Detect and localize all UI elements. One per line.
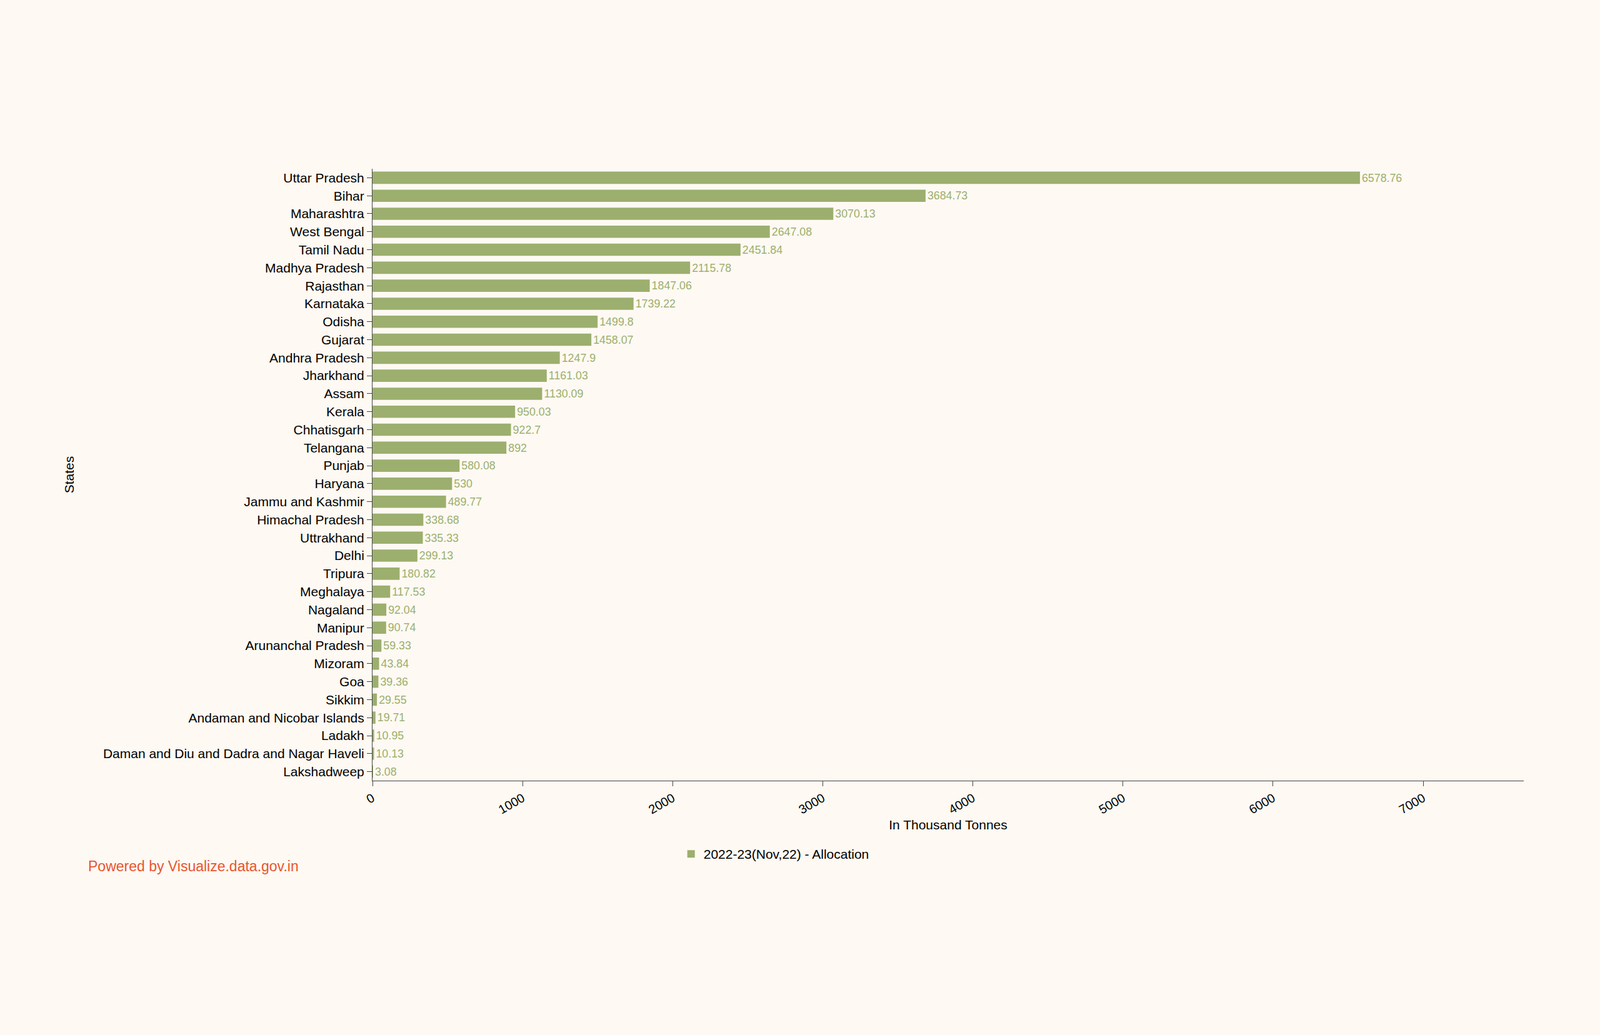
svg-text:892: 892	[508, 441, 527, 455]
svg-text:West Bengal: West Bengal	[290, 224, 365, 239]
svg-text:29.55: 29.55	[378, 693, 407, 707]
svg-text:180.82: 180.82	[401, 567, 435, 580]
svg-text:92.04: 92.04	[388, 603, 417, 617]
svg-text:Maharashtra: Maharashtra	[290, 206, 365, 221]
svg-text:1739.22: 1739.22	[635, 297, 676, 310]
svg-text:States: States	[61, 456, 77, 494]
svg-text:Tamil Nadu: Tamil Nadu	[298, 242, 365, 257]
svg-text:Chhatisgarh: Chhatisgarh	[293, 422, 365, 437]
svg-text:4000: 4000	[946, 790, 978, 817]
svg-text:7000: 7000	[1396, 790, 1429, 817]
svg-text:922.7: 922.7	[513, 423, 542, 437]
svg-text:Goa: Goa	[339, 674, 365, 689]
svg-text:3070.13: 3070.13	[835, 207, 875, 220]
svg-text:Bihar: Bihar	[333, 188, 365, 204]
svg-text:335.33: 335.33	[425, 531, 459, 545]
svg-text:Sikkim: Sikkim	[325, 692, 365, 707]
svg-text:10.95: 10.95	[376, 729, 405, 742]
svg-text:1130.09: 1130.09	[543, 387, 584, 400]
svg-text:1247.9: 1247.9	[561, 351, 596, 365]
svg-text:Odisha: Odisha	[322, 314, 365, 329]
svg-text:6578.76: 6578.76	[1361, 171, 1402, 185]
svg-text:Rajasthan: Rajasthan	[305, 278, 365, 294]
svg-text:2000: 2000	[646, 790, 678, 817]
svg-text:Daman and Diu and Dadra and Na: Daman and Diu and Dadra and Nagar Haveli	[103, 746, 365, 761]
svg-text:338.68: 338.68	[425, 513, 459, 527]
svg-text:Jammu and Kashmir: Jammu and Kashmir	[243, 494, 365, 509]
svg-text:Andaman and Nicobar Islands: Andaman and Nicobar Islands	[188, 710, 364, 725]
svg-text:10.13: 10.13	[375, 747, 404, 760]
svg-text:Tripura: Tripura	[323, 566, 365, 581]
svg-text:950.03: 950.03	[516, 405, 551, 419]
svg-text:2115.78: 2115.78	[691, 261, 732, 275]
svg-text:Powered by Visualize.data.gov.: Powered by Visualize.data.gov.in	[88, 858, 299, 875]
svg-text:Lakshadweep: Lakshadweep	[283, 764, 365, 779]
svg-text:Madhya Pradesh: Madhya Pradesh	[265, 260, 365, 275]
svg-text:43.84: 43.84	[381, 657, 410, 670]
svg-text:Andhra Pradesh: Andhra Pradesh	[269, 350, 365, 365]
svg-text:Nagaland: Nagaland	[308, 602, 365, 617]
svg-text:1458.07: 1458.07	[593, 333, 634, 347]
svg-text:90.74: 90.74	[388, 621, 417, 634]
svg-text:Uttar Pradesh: Uttar Pradesh	[283, 170, 365, 185]
svg-text:299.13: 299.13	[419, 549, 454, 562]
svg-text:530: 530	[453, 477, 473, 490]
svg-text:0: 0	[363, 790, 377, 807]
svg-text:580.08: 580.08	[461, 459, 495, 472]
svg-text:59.33: 59.33	[383, 639, 412, 652]
svg-text:6000: 6000	[1246, 790, 1278, 817]
svg-text:2022-23(Nov,22) - Allocation: 2022-23(Nov,22) - Allocation	[703, 846, 870, 862]
svg-text:Punjab: Punjab	[323, 458, 364, 473]
svg-text:39.36: 39.36	[380, 675, 409, 689]
svg-text:5000: 5000	[1096, 790, 1128, 817]
svg-text:Gujarat: Gujarat	[321, 332, 365, 347]
svg-text:3684.73: 3684.73	[927, 189, 968, 202]
svg-text:Mizoram: Mizoram	[313, 656, 365, 671]
svg-text:2647.08: 2647.08	[771, 225, 812, 239]
svg-text:Himachal Pradesh: Himachal Pradesh	[256, 512, 365, 527]
svg-text:Telangana: Telangana	[303, 440, 365, 455]
svg-text:Ladakh: Ladakh	[321, 728, 365, 743]
svg-text:Meghalaya: Meghalaya	[300, 584, 365, 599]
svg-text:In Thousand Tonnes: In Thousand Tonnes	[888, 817, 1008, 832]
svg-text:Manipur: Manipur	[316, 620, 365, 635]
svg-text:489.77: 489.77	[448, 495, 482, 509]
svg-text:1000: 1000	[496, 790, 528, 817]
svg-text:19.71: 19.71	[377, 711, 406, 724]
svg-text:Haryana: Haryana	[314, 476, 365, 491]
svg-text:2451.84: 2451.84	[742, 243, 783, 257]
svg-text:Assam: Assam	[324, 386, 365, 401]
svg-text:Karnataka: Karnataka	[304, 296, 365, 311]
svg-text:1161.03: 1161.03	[548, 369, 589, 382]
svg-text:117.53: 117.53	[391, 585, 425, 599]
svg-text:3000: 3000	[796, 790, 828, 817]
svg-text:Jharkhand: Jharkhand	[303, 368, 365, 383]
svg-text:Arunanchal Pradesh: Arunanchal Pradesh	[245, 638, 365, 653]
svg-text:1499.8: 1499.8	[599, 315, 634, 329]
svg-text:Uttrakhand: Uttrakhand	[300, 530, 365, 545]
svg-text:3.08: 3.08	[375, 765, 397, 779]
svg-text:Delhi: Delhi	[334, 548, 365, 563]
svg-text:1847.06: 1847.06	[651, 279, 692, 292]
svg-text:Kerala: Kerala	[326, 404, 365, 419]
